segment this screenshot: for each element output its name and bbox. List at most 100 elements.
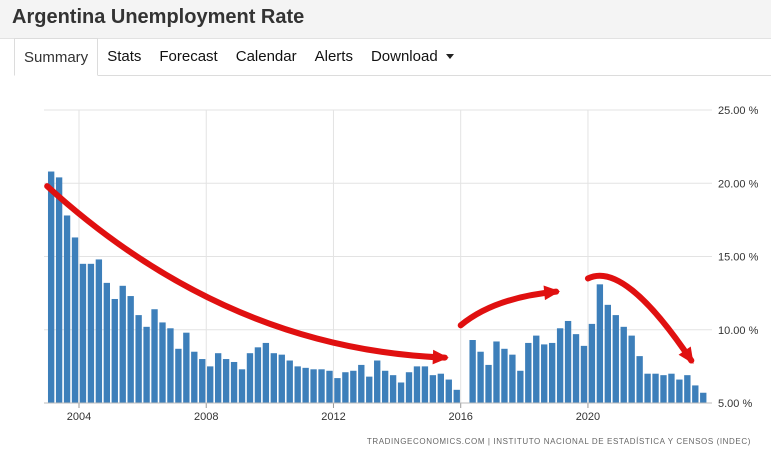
bar [485, 364, 492, 403]
tab-download-label: Download [370, 48, 438, 65]
trend-arrow [584, 272, 695, 364]
bar [628, 335, 635, 403]
x-tick-label: 2016 [448, 411, 472, 423]
tab-calendar[interactable]: Calendar [235, 48, 297, 65]
x-tick-label: 2004 [67, 411, 91, 423]
tab-forecast[interactable]: Forecast [159, 48, 218, 65]
y-tick-label: 10.00 % [718, 325, 759, 337]
bar [374, 360, 381, 403]
bar [533, 335, 540, 403]
bar [286, 360, 293, 403]
bar [310, 369, 317, 403]
bar [230, 361, 238, 403]
bar [612, 315, 619, 403]
bar [350, 370, 357, 403]
bar [262, 342, 270, 403]
bar [676, 379, 683, 403]
bar [151, 309, 158, 403]
bar [167, 328, 174, 403]
trend-arrow [44, 183, 448, 361]
arrowhead [432, 349, 449, 365]
bar [119, 285, 126, 403]
bar [413, 366, 421, 403]
bar [358, 364, 365, 403]
bar [692, 385, 699, 403]
bar [63, 215, 71, 403]
bar [254, 347, 262, 403]
bar [95, 259, 103, 403]
bar [55, 177, 63, 403]
bar [477, 351, 484, 403]
bar [636, 356, 643, 403]
chart-axes: 25.00 % 20.00 % 15.00 % 10.00 % 5.00 % 2004 20… [44, 105, 759, 423]
x-tick-label: 2012 [321, 411, 345, 423]
bar [103, 282, 110, 403]
bar [405, 372, 413, 403]
y-tick-label: 25.00 % [718, 105, 759, 117]
bar [389, 375, 397, 403]
bar [207, 366, 214, 403]
bar [397, 382, 405, 403]
bar [501, 348, 508, 403]
bar [214, 353, 222, 403]
bar [334, 378, 341, 403]
bar [445, 379, 452, 403]
bar [135, 315, 142, 403]
bar [159, 322, 166, 403]
bar [548, 342, 556, 403]
bar [143, 326, 150, 403]
bar [246, 353, 254, 403]
bar [342, 372, 349, 403]
bar [652, 373, 659, 403]
x-tick-label: 2020 [576, 411, 600, 423]
bar [326, 370, 333, 403]
x-tick-label: 2008 [194, 411, 218, 423]
bar [222, 359, 230, 403]
tab-alerts[interactable]: Alerts [314, 48, 353, 65]
y-tick-label: 15.00 % [718, 252, 759, 264]
bar [517, 370, 524, 403]
bar [47, 171, 55, 403]
bar [366, 376, 373, 403]
chart-bars [47, 171, 707, 403]
bar [660, 375, 667, 403]
bar [684, 375, 691, 403]
bar [588, 323, 596, 403]
bar [453, 389, 460, 403]
bar [644, 373, 651, 403]
bar [580, 345, 588, 403]
bar [620, 326, 627, 403]
bar [525, 342, 532, 403]
tab-summary[interactable]: Summary [14, 38, 99, 76]
caret-down-icon [445, 54, 454, 59]
bar [79, 263, 87, 403]
bar [175, 348, 182, 403]
title-bar: Argentina Unemployment Rate [0, 0, 771, 39]
bar [87, 263, 95, 403]
bar [700, 392, 707, 403]
tab-download[interactable]: Download [362, 38, 463, 75]
bar [191, 351, 198, 403]
trend-arrow [457, 288, 560, 329]
bar [302, 367, 309, 403]
tab-stats[interactable]: Stats [107, 48, 142, 65]
y-tick-label: 20.00 % [718, 178, 759, 190]
bar [541, 344, 548, 403]
bar [238, 369, 246, 403]
bar [381, 370, 389, 403]
bar [604, 304, 611, 403]
arrowhead [678, 346, 694, 364]
bar [71, 237, 79, 403]
bar [429, 375, 437, 403]
bar [469, 340, 476, 403]
bar [509, 354, 516, 403]
bar [564, 320, 572, 403]
bar [596, 284, 604, 403]
tab-bar: Summary Stats Forecast Calendar Alerts D… [14, 38, 771, 76]
bar [294, 366, 301, 403]
bar [493, 341, 500, 403]
bar [668, 373, 675, 403]
bar [270, 353, 277, 403]
bar [111, 298, 118, 403]
